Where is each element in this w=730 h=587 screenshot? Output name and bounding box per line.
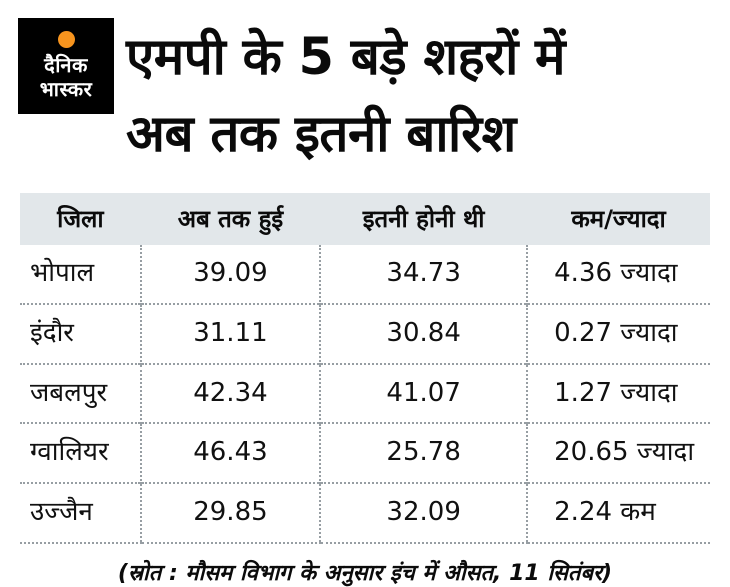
difference-cell: 20.65 ज्यादा (526, 422, 710, 484)
title-line1: एमपी के 5 बड़े शहरों में (126, 28, 566, 87)
district-cell: जबलपुर (20, 362, 141, 424)
column-header-rain-so-far: अब तक हुई (140, 193, 321, 245)
table-row: जबलपुर 42.34 41.07 1.27 ज्यादा (20, 362, 710, 424)
title-line2: अब तक इतनी बारिश (126, 104, 516, 164)
district-cell: ग्वालियर (20, 422, 141, 484)
rain-expected-cell: 41.07 (319, 362, 528, 424)
column-header-rain-expected: इतनी होनी थी (320, 193, 528, 245)
page-title: एमपी के 5 बड़े शहरों में अब तक इतनी बारि… (126, 18, 566, 173)
logo-text-line1: दैनिक (44, 53, 88, 77)
difference-cell: 0.27 ज्यादा (526, 302, 710, 364)
logo-text-line2: भास्कर (39, 77, 93, 101)
column-header-difference: कम/ज्यादा (527, 193, 710, 245)
rain-so-far-cell: 31.11 (139, 302, 321, 364)
header: दैनिक भास्कर एमपी के 5 बड़े शहरों में अब… (0, 0, 730, 179)
rain-expected-cell: 25.78 (319, 422, 528, 484)
source-note: (स्रोत : मौसम विभाग के अनुसार इंच में औस… (117, 560, 613, 586)
district-cell: उज्जैन (20, 482, 141, 544)
rain-expected-cell: 30.84 (319, 302, 528, 364)
district-cell: भोपाल (30, 258, 95, 288)
sun-dot-icon (57, 31, 75, 48)
rainfall-table: जिला अब तक हुई इतनी होनी थी कम/ज्यादा भो… (20, 193, 710, 544)
table-header-row: जिला अब तक हुई इतनी होनी थी कम/ज्यादा (20, 193, 710, 245)
table-row: इंदौर 31.11 30.84 0.27 ज्यादा (20, 302, 710, 364)
rain-expected-cell: 32.09 (319, 482, 528, 544)
difference-cell: 2.24 कम (526, 482, 710, 544)
rain-so-far-cell: 39.09 (139, 245, 321, 304)
district-cell: इंदौर (20, 302, 141, 364)
difference-cell: 1.27 ज्यादा (526, 362, 710, 424)
rain-so-far-cell: 29.85 (139, 482, 321, 544)
rain-expected-cell: 34.73 (319, 245, 528, 304)
table-row: उज्जैन 29.85 32.09 2.24 कम (20, 482, 710, 544)
dainik-bhaskar-logo: दैनिक भास्कर (18, 18, 114, 114)
column-header-district: जिला (20, 193, 141, 245)
table-row: ग्वालियर 46.43 25.78 20.65 ज्यादा (20, 422, 710, 484)
rain-so-far-cell: 42.34 (139, 362, 321, 424)
table-row: भोपाल 39.09 34.73 4.36 ज्यादा (20, 245, 710, 304)
difference-cell: 4.36 ज्यादा (526, 245, 710, 304)
rain-so-far-cell: 46.43 (139, 422, 321, 484)
